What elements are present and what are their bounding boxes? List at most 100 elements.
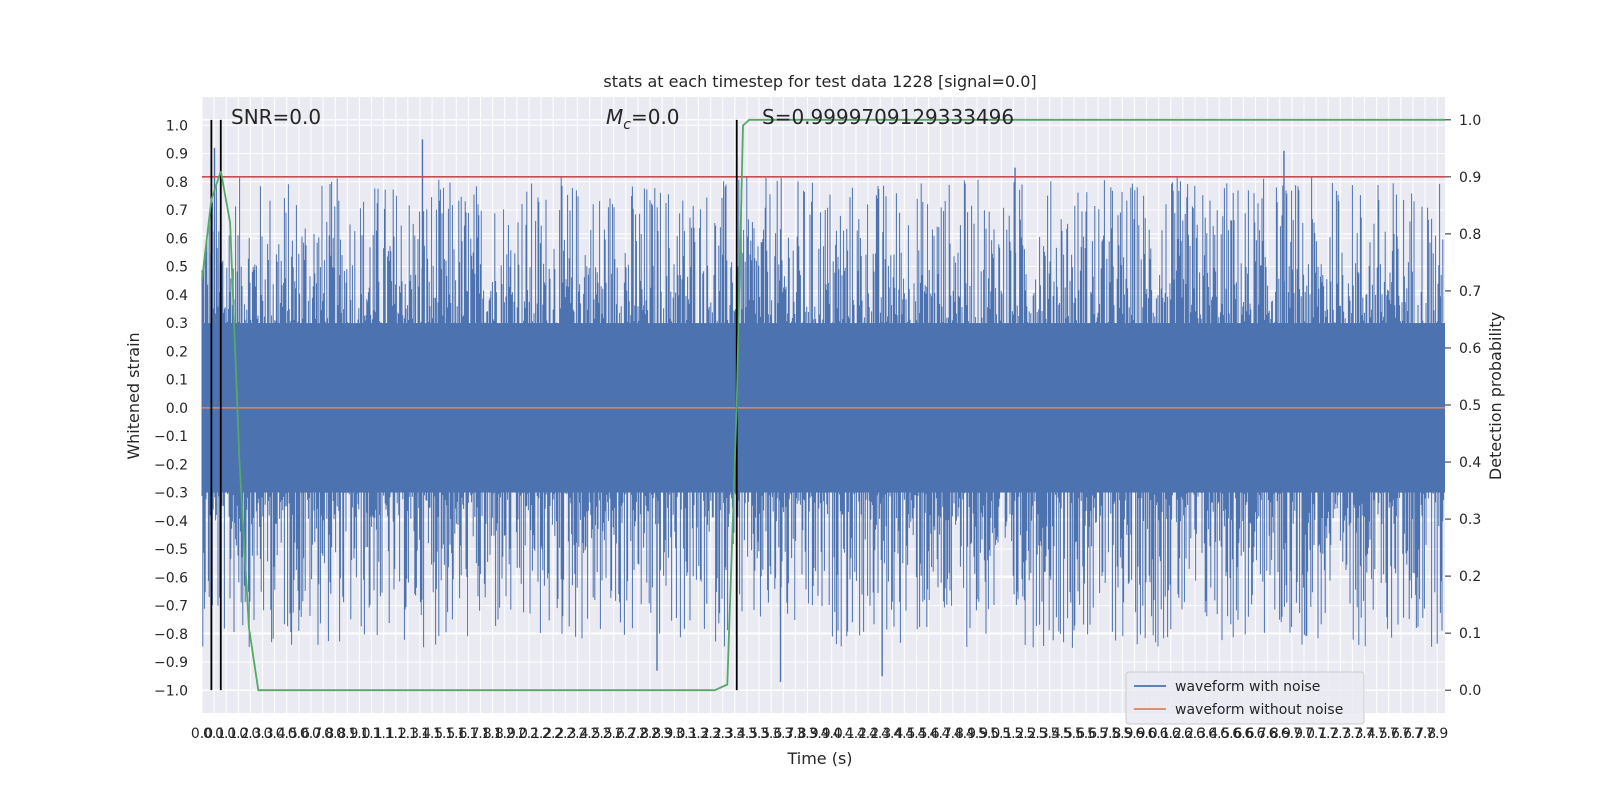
- y-tick-label-left: 0.4: [166, 288, 188, 304]
- x-tick-label: 0.1: [215, 726, 237, 742]
- x-tick-label: 7.5: [1366, 726, 1388, 742]
- y-tick-label-left: 0.9: [166, 147, 188, 163]
- x-tick-label: 4.2: [857, 726, 879, 742]
- x-tick-label: 2.4: [566, 726, 588, 742]
- x-tick-label: 3.7: [772, 726, 794, 742]
- x-tick-label: 6.5: [1208, 726, 1230, 742]
- x-tick-label: 0.7: [300, 726, 322, 742]
- x-tick-label: 0.9: [336, 726, 358, 742]
- x-tick-label: 1.8: [481, 726, 503, 742]
- x-tick-label: 0.5: [276, 726, 298, 742]
- x-tick-label: 5.1: [990, 726, 1012, 742]
- x-tick-label: 2.6: [603, 726, 625, 742]
- y-tick-label-right: 0.1: [1459, 626, 1481, 642]
- x-tick-label: 7.9: [1426, 726, 1448, 742]
- x-tick-label: 2.0: [506, 726, 528, 742]
- x-tick-label: 7.3: [1329, 726, 1351, 742]
- x-tick-label: 2.8: [627, 726, 649, 742]
- y-tick-label-right: 0.9: [1459, 170, 1481, 186]
- y-tick-label-left: −0.3: [154, 486, 188, 502]
- x-tick-label: 0.8: [312, 726, 334, 742]
- x-tick-label: 6.3: [1184, 726, 1206, 742]
- x-tick-label: 7.8: [1414, 726, 1436, 742]
- x-tick-label: 4.7: [930, 726, 952, 742]
- y-tick-label-left: 0.6: [166, 231, 188, 247]
- x-tick-label: 2.9: [651, 726, 673, 742]
- x-tick-label: 4.3: [869, 726, 891, 742]
- chirp-mass-annotation: Mc=0.0: [606, 105, 680, 133]
- x-tick-label: 3.1: [675, 726, 697, 742]
- y-tick-label-right: 0.0: [1459, 683, 1481, 699]
- y-axis-label-right: Detection probability: [1486, 312, 1505, 480]
- x-tick-label: 6.8: [1257, 726, 1279, 742]
- y-tick-label-left: 0.3: [166, 316, 188, 332]
- x-tick-label: 4.5: [893, 726, 915, 742]
- x-tick-label: 6.0: [1135, 726, 1157, 742]
- x-tick-label: 6.4: [1196, 726, 1218, 742]
- x-tick-label: 2.3: [554, 726, 576, 742]
- y-tick-label-left: −0.9: [154, 655, 188, 671]
- y-tick-label-left: 0.1: [166, 373, 188, 389]
- y-tick-label-right: 0.6: [1459, 341, 1481, 357]
- y-tick-label-left: −0.7: [154, 599, 188, 615]
- x-tick-label: 0.3: [251, 726, 273, 742]
- x-tick-label: 3.3: [712, 726, 734, 742]
- x-tick-label: 6.6: [1232, 726, 1254, 742]
- x-tick-label: 7.1: [1305, 726, 1327, 742]
- x-tick-label: 1.3: [397, 726, 419, 742]
- x-tick-label: 3.9: [808, 726, 830, 742]
- x-tick-label: 5.2: [1002, 726, 1024, 742]
- x-tick-label: 1.6: [445, 726, 467, 742]
- x-tick-label: 7.4: [1353, 726, 1375, 742]
- x-tick-label: 0.3: [239, 726, 261, 742]
- chart-title: stats at each timestep for test data 122…: [603, 72, 1036, 91]
- x-tick-label: 3.5: [748, 726, 770, 742]
- x-tick-label: 1.8: [469, 726, 491, 742]
- x-tick-label: 3.2: [699, 726, 721, 742]
- x-tick-label: 6.2: [1172, 726, 1194, 742]
- x-tick-label: 3.8: [784, 726, 806, 742]
- x-tick-label: 2.2: [530, 726, 552, 742]
- legend: waveform with noise waveform without noi…: [1125, 671, 1365, 725]
- x-tick-label: 3.6: [760, 726, 782, 742]
- y-tick-label-right: 0.7: [1459, 284, 1481, 300]
- x-tick-label: 4.1: [833, 726, 855, 742]
- y-tick-label-left: −0.5: [154, 542, 188, 558]
- x-tick-label: 4.6: [917, 726, 939, 742]
- chirp-mass-symbol: M: [606, 105, 623, 129]
- x-tick-label: 4.5: [905, 726, 927, 742]
- x-tick-label: 4.9: [966, 726, 988, 742]
- x-tick-label: 4.0: [821, 726, 843, 742]
- x-tick-label: 1.0: [348, 726, 370, 742]
- y-tick-label-left: −0.1: [154, 429, 188, 445]
- chirp-mass-subscript: c: [623, 117, 631, 133]
- x-tick-label: 4.4: [881, 726, 903, 742]
- x-tick-label: 3.0: [663, 726, 685, 742]
- detection-probability-series: [201, 118, 1445, 692]
- x-tick-label: 2.5: [578, 726, 600, 742]
- x-tick-label: 5.5: [1051, 726, 1073, 742]
- x-tick-label: 0.1: [203, 726, 225, 742]
- y-tick-label-left: 0.2: [166, 344, 188, 360]
- y-tick-label-left: −0.8: [154, 627, 188, 643]
- x-tick-label: 6.7: [1244, 726, 1266, 742]
- x-tick-label: 0.0: [191, 726, 213, 742]
- x-axis-label: Time (s): [786, 749, 852, 768]
- x-tick-label: 3.2: [687, 726, 709, 742]
- x-tick-label: 5.9: [1111, 726, 1133, 742]
- x-tick-label: 3.4: [724, 726, 746, 742]
- x-tick-label: 1.1: [360, 726, 382, 742]
- x-tick-label: 6.2: [1160, 726, 1182, 742]
- x-tick-label: 7.6: [1378, 726, 1400, 742]
- x-tick-label: 3.9: [796, 726, 818, 742]
- x-tick-label: 1.5: [433, 726, 455, 742]
- x-tick-label: 5.6: [1075, 726, 1097, 742]
- x-tick-label: 5.8: [1099, 726, 1121, 742]
- x-tick-label: 6.9: [1269, 726, 1291, 742]
- y-tick-label-left: 0.8: [166, 175, 188, 191]
- x-tick-label: 4.8: [942, 726, 964, 742]
- x-tick-label: 5.4: [1039, 726, 1061, 742]
- x-tick-label: 2.2: [542, 726, 564, 742]
